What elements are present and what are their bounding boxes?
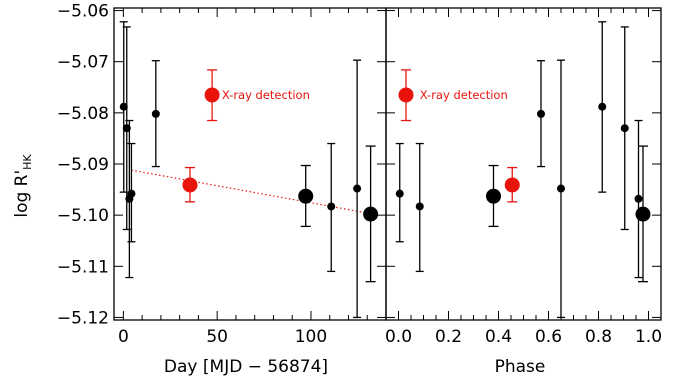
- plot-frame-left: [113, 7, 387, 321]
- data-point: [557, 184, 565, 193]
- data-point: [398, 87, 414, 103]
- y-tick-label: −5.10: [57, 206, 109, 226]
- y-tick-label: −5.06: [57, 2, 109, 22]
- data-point: [598, 102, 607, 111]
- x-axis-label-right: Phase: [495, 357, 546, 377]
- data-point: [504, 177, 520, 193]
- data-point: [204, 87, 220, 103]
- y-tick-label: −5.11: [57, 257, 109, 277]
- data-point: [635, 206, 651, 222]
- x-tick-label: 1.0: [635, 327, 662, 347]
- data-point: [127, 189, 136, 198]
- plot-data: [119, 21, 651, 319]
- y-axis-label: log R'HK: [12, 154, 34, 218]
- tick-marks: [114, 8, 661, 320]
- data-point: [327, 202, 336, 211]
- data-point: [119, 102, 128, 111]
- plot-frames: [113, 7, 662, 321]
- data-point: [182, 177, 198, 193]
- data-point: [634, 194, 643, 203]
- y-tick-label: −5.09: [57, 155, 109, 175]
- x-tick-label: 0.0: [385, 327, 412, 347]
- x-tick-label: 0.8: [585, 327, 612, 347]
- plot-frame-right: [385, 7, 662, 321]
- y-tick-label: −5.08: [57, 104, 109, 124]
- y-tick-label: −5.07: [57, 53, 109, 73]
- data-point: [395, 189, 404, 198]
- y-axis-label-subscript: HK: [21, 154, 34, 170]
- x-tick-label: 0: [118, 327, 129, 347]
- y-tick-label: −5.12: [57, 308, 109, 328]
- data-point: [537, 109, 545, 118]
- x-tick-label: 100: [295, 327, 327, 347]
- annotation-xray-detection: X-ray detection: [222, 88, 310, 102]
- data-point: [415, 202, 424, 211]
- data-point: [363, 206, 379, 222]
- data-point: [298, 188, 314, 204]
- x-tick-label: 50: [206, 327, 228, 347]
- x-tick-label: 0.4: [485, 327, 512, 347]
- data-point: [486, 188, 501, 204]
- y-axis-label-main: log R': [12, 170, 32, 218]
- trend-line: [131, 169, 371, 215]
- x-tick-label: 0.6: [535, 327, 562, 347]
- data-point: [151, 109, 160, 118]
- data-point: [353, 184, 362, 193]
- x-axis-label-left: Day [MJD − 56874]: [164, 357, 328, 377]
- annotation-xray-detection: X-ray detection: [420, 88, 508, 102]
- data-point: [620, 124, 629, 133]
- x-tick-label: 0.2: [435, 327, 462, 347]
- plot-text: Day [MJD − 56874] Phase log R'HK 0 50 100 −…: [12, 2, 662, 377]
